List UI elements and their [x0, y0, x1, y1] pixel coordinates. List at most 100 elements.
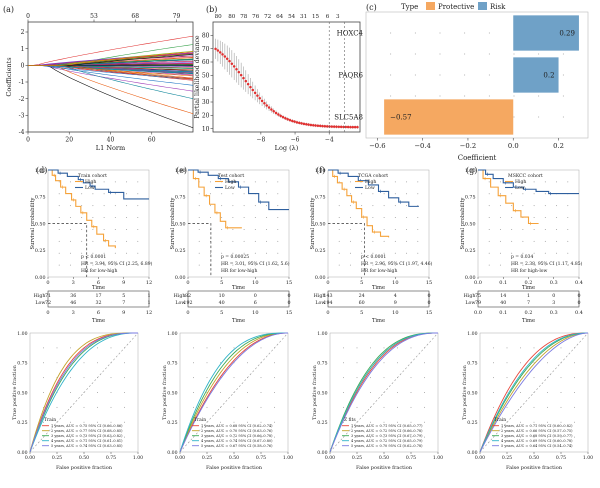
y-tick-label: -2 — [19, 96, 25, 103]
grid-dot — [544, 193, 546, 195]
y-tick-label: 0.00 — [317, 450, 327, 456]
grid-dot — [97, 436, 98, 438]
grid-dot — [343, 406, 344, 408]
y-tick-label: 30 — [202, 99, 210, 106]
grid-dot — [92, 181, 94, 183]
deviance-point — [325, 125, 329, 128]
grid-dot — [520, 362, 521, 364]
grid-dot — [417, 264, 419, 266]
grid-dot — [43, 392, 44, 393]
plot-frame — [212, 21, 361, 133]
y-tick-label: 0.00 — [167, 450, 177, 456]
grid-dot — [397, 347, 398, 349]
grid-dot — [58, 240, 60, 242]
grid-dot — [464, 32, 466, 34]
risk-count: 79 — [475, 300, 481, 306]
y-tick-label: 0.75 — [317, 361, 327, 367]
x-tick-label: 9 — [122, 310, 125, 316]
x-tick-label: 0.2 — [525, 280, 533, 286]
x-tick-label: 0.1 — [499, 280, 507, 286]
x-tick-label: −8 — [256, 137, 265, 144]
grid-dot — [137, 252, 139, 254]
grid-dot — [103, 217, 105, 219]
legend-label: 2 years, AUC = 0.72 95% CI (0.66–0.78) — [351, 429, 423, 433]
x-tick-label: 0.25 — [352, 455, 362, 461]
x-tick-label: 5 — [220, 310, 223, 316]
risk-count: 40 — [219, 300, 225, 306]
grid-dot — [124, 406, 125, 408]
x-tick-label: 0 — [186, 310, 189, 316]
grid-dot — [343, 421, 344, 423]
grid-dot — [394, 264, 396, 266]
grid-dot — [126, 252, 128, 254]
x-tick-label: 15 — [426, 280, 432, 286]
grid-dot — [464, 53, 466, 55]
risk-count: 60 — [359, 300, 365, 306]
deviance-point — [223, 55, 227, 58]
y-tick-label: 0.25 — [175, 248, 186, 254]
legend-title: TCGA cohort — [358, 173, 388, 179]
grid-dot — [232, 193, 234, 195]
grid-dot — [198, 193, 200, 195]
x-tick-label: 3 — [72, 310, 75, 316]
risk-count: 36 — [70, 293, 76, 299]
risk-count: 17 — [95, 293, 101, 299]
gene-label: HOXC4 — [337, 30, 364, 38]
grid-dot — [81, 193, 83, 195]
grid-dot — [361, 240, 363, 242]
y-tick-label: 0.00 — [465, 275, 476, 281]
grid-dot — [206, 406, 208, 408]
deviance-point — [277, 113, 280, 116]
grid-dot — [274, 377, 275, 379]
grid-dot — [338, 228, 340, 230]
deviance-point — [295, 121, 299, 124]
legend-label: 5 years, AUC = 0.70 95% CI (0.62–0.78) — [351, 444, 423, 448]
grid-dot — [232, 205, 234, 207]
grid-dot — [254, 240, 256, 242]
grid-dot — [556, 240, 558, 242]
grid-dot — [43, 421, 44, 423]
grid-dot — [439, 53, 441, 55]
grid-dot — [243, 240, 245, 242]
x-tick-label: 60 — [148, 137, 156, 144]
grid-dot — [193, 362, 194, 364]
top-tick-label: 15 — [312, 14, 320, 20]
deviance-point — [232, 65, 236, 68]
grid-dot — [522, 228, 524, 230]
top-tick-label: 54 — [288, 14, 296, 20]
grid-dot — [114, 228, 116, 230]
plot-frame — [187, 169, 290, 278]
legend-title: Train cohort — [78, 173, 107, 179]
y-tick-label: 2 — [21, 29, 25, 36]
x-tick-label: 1.00 — [583, 455, 593, 461]
grid-dot — [522, 264, 524, 266]
grid-dot — [56, 347, 58, 349]
y-tick-label: 50 — [202, 73, 210, 80]
x-tick-label: 10 — [392, 280, 398, 286]
roc-curve — [179, 332, 288, 453]
deviance-point — [235, 67, 238, 71]
legend-label: 1 years, AUC = 0.71 95% CI (0.60–0.82) — [501, 424, 573, 428]
legend-title: Train — [194, 417, 206, 423]
risk-count: 0 — [287, 293, 290, 299]
legend-label: Low — [85, 185, 95, 191]
grid-dot — [110, 392, 112, 393]
grid-dot — [58, 193, 60, 195]
grid-dot — [209, 181, 211, 183]
x-tick-label: 0.4 — [575, 310, 583, 316]
legend-label: Low — [515, 185, 525, 191]
legend-label: Low — [365, 185, 375, 191]
grid-dot — [560, 377, 562, 379]
grid-dot — [533, 406, 535, 408]
y-tick-label: 0.75 — [17, 361, 27, 367]
grid-dot — [349, 205, 351, 207]
grid-dot — [233, 406, 235, 408]
deviance-point — [288, 118, 292, 122]
grid-dot — [97, 421, 98, 423]
grid-dot — [343, 347, 344, 349]
y-tick-label: 0.25 — [167, 420, 177, 426]
top-tick-label: 80 — [215, 14, 223, 20]
deviance-point — [349, 125, 352, 129]
